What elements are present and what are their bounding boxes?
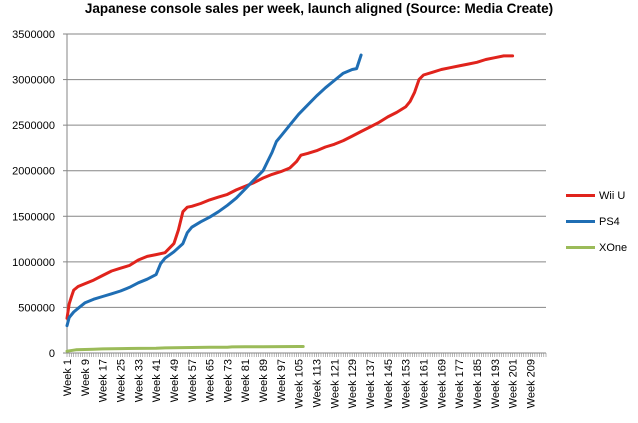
series-line-ps4 [65,53,363,328]
x-tick-label: Week 57 [187,359,199,402]
y-tick-label: 2000000 [12,166,55,178]
x-tick-label: Week 25 [115,359,127,402]
x-tick-label: Week 161 [418,359,430,408]
x-tick-label: Week 185 [472,359,484,408]
y-tick-label: 1500000 [12,211,55,223]
x-tick-label: Week 73 [222,359,234,402]
series-line-wii-u [65,54,515,320]
legend-swatch [566,194,595,197]
y-tick-label: 0 [49,348,55,360]
legend-swatch [566,220,595,223]
x-tick-label: Week 121 [329,359,341,408]
x-tick-label: Week 105 [294,359,306,408]
y-tick-label: 2500000 [12,120,55,132]
x-tick-label: Week 137 [365,359,377,408]
x-tick-label: Week 49 [169,359,181,402]
legend-swatch [566,246,595,249]
y-tick-label: 3500000 [12,29,55,41]
y-tick-label: 1000000 [12,257,55,269]
series-line-xone [65,345,305,353]
legend-item: PS4 [566,215,627,228]
x-tick-label: Week 145 [383,359,395,408]
x-tick-label: Week 41 [151,359,163,402]
legend-label: PS4 [599,215,620,228]
x-tick-label: Week 113 [312,359,324,408]
x-tick-label: Week 89 [258,359,270,402]
y-tick-label: 3000000 [12,75,55,87]
chart-title: Japanese console sales per week, launch … [84,1,554,16]
y-tick-label: 500000 [18,302,55,314]
legend-item: XOne [566,241,627,254]
legend-item: Wii U [566,189,627,202]
x-tick-label: Week 65 [205,359,217,402]
x-tick-label: Week 97 [276,359,288,402]
x-tick-label: Week 9 [80,359,92,396]
legend-label: XOne [599,241,628,254]
x-tick-label: Week 209 [525,359,537,408]
x-tick-label: Week 169 [436,359,448,408]
legend: Wii U PS4 XOne [566,189,627,267]
x-tick-label: Week 17 [98,359,110,402]
x-tick-label: Week 201 [508,359,520,408]
x-tick-label: Week 129 [347,359,359,408]
x-tick-label: Week 33 [133,359,145,402]
x-tick-label: Week 1 [62,359,74,396]
x-tick-label: Week 81 [240,359,252,402]
legend-label: Wii U [599,189,626,202]
x-tick-label: Week 193 [490,359,502,408]
x-tick-label: Week 153 [401,359,413,408]
x-tick-label: Week 177 [454,359,466,408]
